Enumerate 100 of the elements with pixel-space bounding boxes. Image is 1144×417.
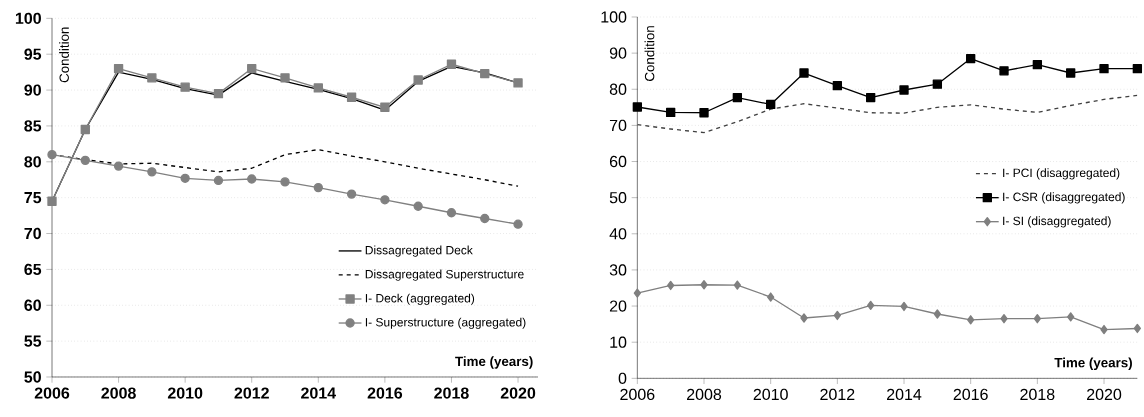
- point: [967, 315, 975, 325]
- point: [180, 82, 190, 92]
- y-tick-label: 90: [609, 47, 627, 59]
- y-tick-label: 80: [24, 156, 41, 168]
- point: [899, 85, 909, 95]
- point: [966, 53, 976, 64]
- x-axis-title: Time (years): [1054, 357, 1132, 370]
- legend-label: Dissagregated Deck: [365, 245, 473, 257]
- point: [480, 213, 490, 224]
- point: [699, 108, 709, 118]
- legend-label: I- PCI (disaggregated): [1003, 168, 1120, 180]
- point: [832, 80, 843, 91]
- x-tick-label: 2014: [887, 388, 922, 401]
- point: [733, 280, 742, 290]
- point: [1100, 324, 1108, 335]
- point: [1132, 63, 1143, 74]
- legend-label: I- Superstructure (aggregated): [365, 317, 526, 329]
- point: [766, 99, 776, 110]
- point: [999, 66, 1009, 76]
- point: [866, 92, 876, 103]
- x-tick-label: 2010: [167, 387, 203, 399]
- y-tick-label: 50: [609, 192, 627, 204]
- y-tick-label: 70: [609, 119, 627, 132]
- point: [346, 92, 357, 102]
- point: [667, 280, 675, 291]
- point: [633, 288, 642, 298]
- point: [346, 189, 357, 199]
- point: [313, 182, 323, 193]
- y-tick-label: 10: [610, 336, 627, 348]
- point: [280, 177, 290, 187]
- point: [313, 83, 323, 93]
- point: [380, 195, 390, 205]
- point: [867, 300, 875, 311]
- y-tick-label: 85: [24, 120, 42, 132]
- point: [247, 174, 257, 184]
- y-tick-label: 0: [618, 372, 627, 384]
- point: [666, 107, 676, 118]
- point: [113, 63, 124, 74]
- x-tick-label: 2016: [953, 388, 988, 401]
- y-tick-label: 30: [609, 264, 627, 276]
- y-tick-label: 60: [24, 299, 41, 311]
- y-tick-label: 95: [24, 48, 42, 60]
- x-tick-label: 2006: [34, 387, 70, 399]
- point: [180, 173, 190, 183]
- y-tick-label: 40: [609, 228, 627, 240]
- y-tick-label: 80: [609, 83, 627, 95]
- x-tick-label: 2012: [820, 388, 855, 401]
- point: [413, 201, 423, 211]
- point: [1032, 60, 1043, 70]
- x-tick-label: 2012: [234, 387, 269, 399]
- x-tick-label: 2006: [620, 388, 655, 401]
- point: [513, 219, 523, 229]
- point: [700, 280, 708, 290]
- point: [632, 102, 643, 112]
- point: [247, 63, 257, 74]
- x-tick-label: 2008: [687, 388, 722, 401]
- point: [799, 68, 809, 78]
- y-tick-label: 65: [24, 263, 42, 276]
- y-axis-title: Condition: [59, 27, 69, 83]
- point: [513, 78, 523, 88]
- point: [1067, 312, 1075, 322]
- y-tick-label: 60: [609, 155, 627, 168]
- point: [800, 313, 808, 323]
- point: [480, 68, 490, 79]
- point: [833, 310, 842, 321]
- legend-label: I- SI (disaggregated): [1003, 216, 1111, 228]
- point: [1133, 323, 1142, 334]
- point: [932, 79, 943, 89]
- y-tick-label: 20: [609, 300, 627, 312]
- point: [413, 75, 423, 85]
- point: [446, 59, 457, 69]
- legend-label: Dissagregated Superstructure: [365, 269, 524, 281]
- line-series: [637, 94, 1138, 134]
- y-tick-label: 75: [24, 192, 42, 204]
- x-tick-label: 2016: [367, 387, 403, 399]
- legend-label: I- Deck (aggregated): [365, 293, 475, 305]
- x-tick-label: 2010: [753, 388, 788, 401]
- point: [280, 73, 290, 83]
- point: [1099, 63, 1109, 74]
- y-axis-title: Condition: [644, 26, 655, 81]
- point: [1000, 314, 1008, 324]
- y-tick-label: 100: [15, 12, 41, 24]
- point: [213, 88, 224, 99]
- y-tick-label: 90: [24, 84, 41, 96]
- point: [933, 309, 942, 319]
- point: [113, 161, 124, 171]
- x-tick-label: 2018: [434, 387, 469, 399]
- y-tick-label: 70: [24, 227, 41, 240]
- point: [1066, 68, 1076, 78]
- y-tick-label: 100: [601, 11, 627, 23]
- point: [767, 292, 775, 302]
- point: [47, 149, 57, 160]
- x-tick-label: 2020: [1087, 388, 1122, 401]
- point: [213, 175, 224, 186]
- point: [147, 167, 157, 177]
- x-tick-label: 2020: [500, 387, 536, 399]
- point: [900, 301, 908, 312]
- x-tick-label: 2014: [301, 387, 336, 399]
- point: [47, 196, 57, 206]
- point: [1033, 314, 1042, 324]
